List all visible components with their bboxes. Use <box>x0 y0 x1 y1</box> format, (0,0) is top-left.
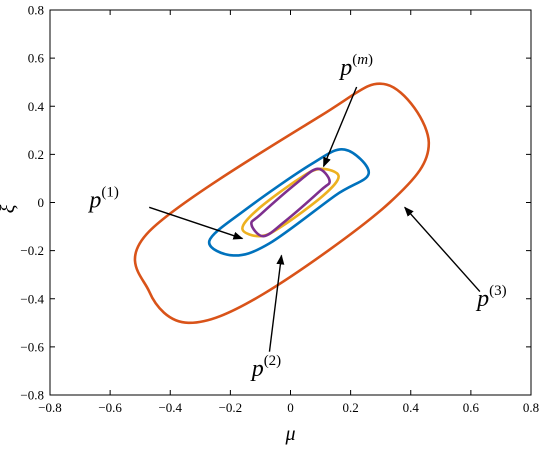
x-tick-label: −0.8 <box>38 400 62 415</box>
annotation-arrow <box>268 254 285 352</box>
y-tick-label: −0.6 <box>20 339 44 354</box>
annotation-label: p(2) <box>250 353 282 382</box>
annotation-base: p <box>87 187 101 213</box>
y-tick-labels: 0.8 0.6 0.4 0.2 0 −0.2 −0.4 −0.6 −0.8 <box>20 3 44 403</box>
plot-area <box>49 9 532 396</box>
annotation-superscript: (2) <box>264 353 282 369</box>
annotation-label: p(m) <box>338 52 373 81</box>
annotation-base: p <box>250 356 264 382</box>
annotation-superscript: (3) <box>489 283 507 299</box>
curve-p3 <box>133 82 431 325</box>
annotation-base: p <box>475 286 489 312</box>
annotation-superscript: (m) <box>352 52 373 68</box>
annotation-superscript: (1) <box>101 184 119 200</box>
y-axis-label: ξ <box>0 204 19 213</box>
ticks <box>49 9 532 396</box>
x-tick-label: −0.2 <box>219 400 243 415</box>
annotation-label: p(1) <box>87 184 119 213</box>
x-tick-label: −0.6 <box>98 400 122 415</box>
y-tick-label: −0.4 <box>20 291 44 306</box>
annotation-arrow <box>404 206 481 292</box>
x-tick-label: 0.6 <box>463 400 480 415</box>
y-tick-label: 0 <box>38 195 45 210</box>
x-tick-label: 0.2 <box>343 400 359 415</box>
y-tick-label: 0.6 <box>28 51 45 66</box>
annotation-arrows <box>148 86 481 352</box>
x-tick-label: 0 <box>287 400 294 415</box>
y-tick-label: −0.8 <box>20 388 44 403</box>
x-tick-labels: −0.8 −0.6 −0.4 −0.2 0 0.2 0.4 0.6 0.8 <box>38 400 539 415</box>
x-axis-label: μ <box>284 423 295 445</box>
y-tick-label: 0.2 <box>28 147 44 162</box>
annotation-label: p(3) <box>475 283 507 312</box>
annotation-arrow <box>322 86 358 168</box>
annotation-base: p <box>338 55 352 81</box>
y-tick-label: 0.4 <box>28 99 45 114</box>
curve-p1 <box>250 167 331 238</box>
x-tick-label: 0.4 <box>403 400 420 415</box>
annotation-labels: p(m)p(1)p(2)p(3) <box>87 52 506 382</box>
curves <box>133 82 431 325</box>
curve-p2 <box>208 148 370 257</box>
y-tick-label: 0.8 <box>28 3 44 18</box>
x-tick-label: −0.4 <box>158 400 182 415</box>
y-tick-label: −0.2 <box>20 243 44 258</box>
annotation-arrow <box>148 206 244 240</box>
x-tick-label: 0.8 <box>523 400 539 415</box>
